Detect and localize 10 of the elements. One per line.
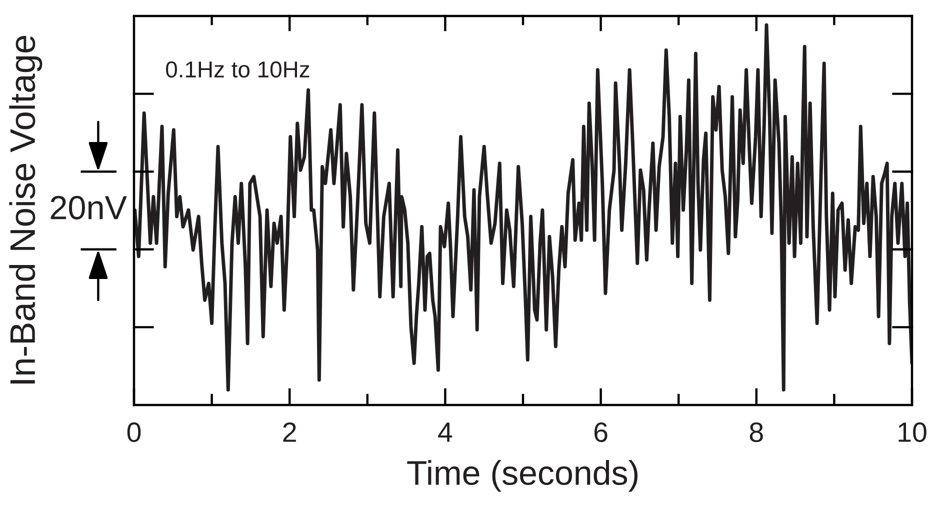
annotation: 0.1Hz to 10Hz [166,61,310,78]
x-tick-label: 0 [127,422,141,442]
y-axis-title: In-Band Noise Voltage [9,36,42,384]
x-tick-label: 10 [898,422,926,442]
x-axis-title: Time (seconds) [407,460,638,492]
x-tick-label: 2 [283,422,296,442]
x-tick-label: 4 [438,422,452,442]
text: 20nV [50,196,127,220]
x-tick-label: 6 [594,422,608,442]
x-tick-label: 8 [750,422,763,442]
